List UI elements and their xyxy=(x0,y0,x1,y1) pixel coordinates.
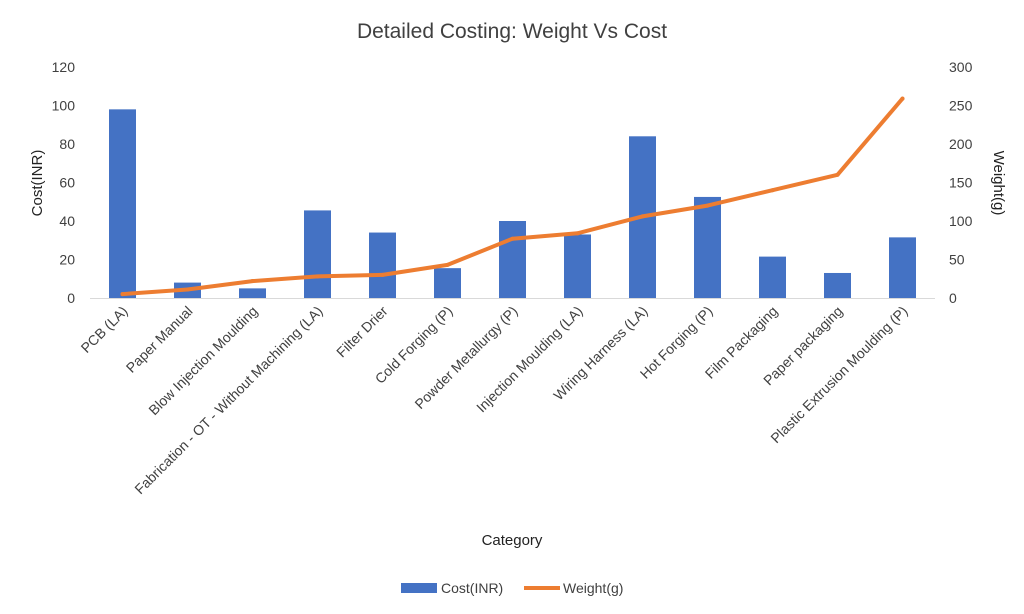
y2-tick-label: 250 xyxy=(949,98,973,114)
line-point xyxy=(900,96,905,101)
y-tick-label: 120 xyxy=(52,59,76,75)
bar-series xyxy=(109,109,916,298)
y-tick-label: 80 xyxy=(59,136,75,152)
line-point xyxy=(315,274,320,279)
line-point xyxy=(705,203,710,208)
bar xyxy=(304,210,331,298)
legend-swatch-cost xyxy=(401,583,437,593)
bar xyxy=(564,234,591,298)
right-axis-ticks: 0 50 100 150 200 250 300 xyxy=(949,59,973,306)
line-point xyxy=(770,188,775,193)
legend-label-weight: Weight(g) xyxy=(563,580,623,596)
line-point xyxy=(185,287,190,292)
category-label: Paper Manual xyxy=(123,303,196,376)
category-label: Injection Moulding (LA) xyxy=(473,303,586,416)
y-axis-title: Cost(INR) xyxy=(29,150,46,217)
line-point xyxy=(380,272,385,277)
left-axis-ticks: 0 20 40 60 80 100 120 xyxy=(52,59,76,306)
y2-tick-label: 100 xyxy=(949,213,973,229)
bar xyxy=(824,272,851,298)
y-tick-label: 100 xyxy=(52,98,76,114)
y2-tick-label: 300 xyxy=(949,59,973,75)
y2-tick-label: 0 xyxy=(949,290,957,306)
bar xyxy=(889,237,916,298)
y-tick-label: 0 xyxy=(67,290,75,306)
legend-label-cost: Cost(INR) xyxy=(441,580,503,596)
bar xyxy=(239,288,266,298)
y-tick-label: 60 xyxy=(59,175,75,191)
y-tick-label: 40 xyxy=(59,213,75,229)
bar xyxy=(434,268,461,298)
line-point xyxy=(510,236,515,241)
line-point xyxy=(250,279,255,284)
category-label: Plastic Extrusion Moulding (P) xyxy=(767,303,910,446)
y2-axis-title: Weight(g) xyxy=(990,151,1007,216)
legend: Cost(INR) Weight(g) xyxy=(401,580,623,596)
line-point xyxy=(575,231,580,236)
line-point xyxy=(640,214,645,219)
line-series xyxy=(120,96,905,297)
category-label: PCB (LA) xyxy=(77,303,130,356)
bar xyxy=(759,256,786,298)
y2-tick-label: 50 xyxy=(949,252,965,268)
y2-tick-label: 150 xyxy=(949,175,973,191)
category-label: Blow Injection Moulding xyxy=(145,303,260,418)
chart-title: Detailed Costing: Weight Vs Cost xyxy=(357,20,667,43)
line-point xyxy=(445,262,450,267)
bar xyxy=(694,196,721,298)
bar xyxy=(109,109,136,298)
x-axis-title: Category xyxy=(482,532,543,549)
category-label: Filter Drier xyxy=(333,303,391,361)
bar xyxy=(499,221,526,298)
line-point xyxy=(835,172,840,177)
y2-tick-label: 200 xyxy=(949,136,973,152)
bar xyxy=(369,232,396,298)
y-tick-label: 20 xyxy=(59,252,75,268)
line-point xyxy=(120,292,125,297)
